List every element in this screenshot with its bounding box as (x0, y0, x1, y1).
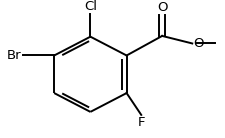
Text: F: F (137, 116, 144, 128)
Text: O: O (193, 37, 203, 50)
Text: Br: Br (7, 49, 22, 62)
Text: O: O (156, 1, 167, 14)
Text: Cl: Cl (83, 1, 97, 14)
